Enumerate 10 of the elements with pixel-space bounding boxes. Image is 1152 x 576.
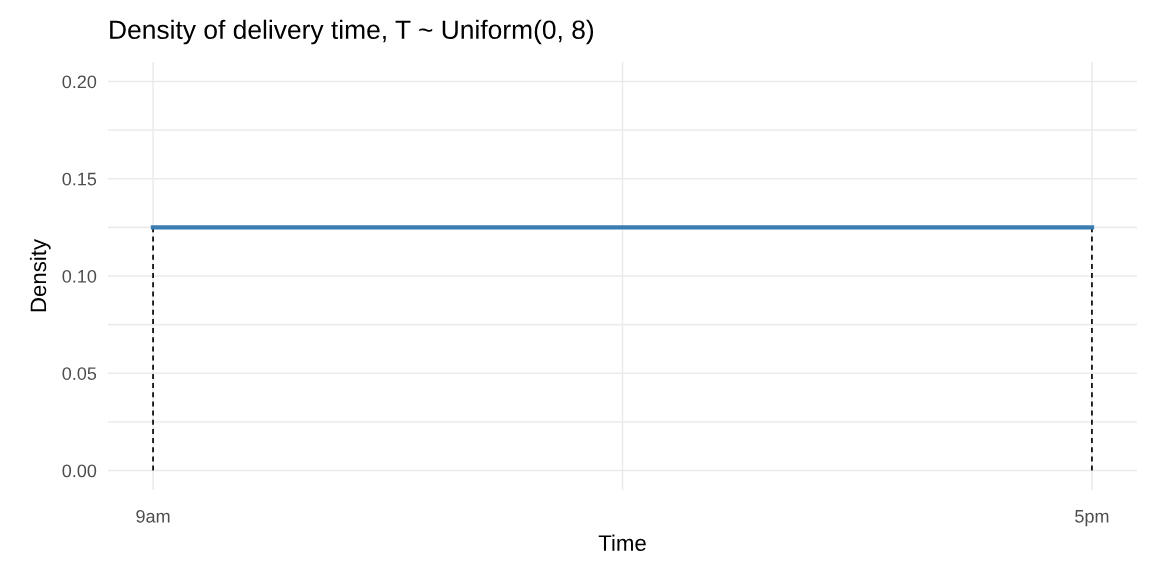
- y-tick-label: 0.20: [62, 75, 97, 89]
- y-tick-label: 0.15: [62, 172, 97, 186]
- y-tick-label: 0.05: [62, 367, 97, 380]
- chart-title: Density of delivery time, T ~ Uniform(0, 8): [110, 19, 594, 45]
- y-tick-label: 0.10: [62, 269, 97, 283]
- x-axis-title: Time: [598, 534, 646, 551]
- x-tick-label: 5pm: [1075, 510, 1109, 527]
- y-tick-label: 0.00: [62, 464, 97, 478]
- x-tick-label: 9am: [136, 509, 170, 523]
- y-axis-title: Density: [29, 238, 51, 312]
